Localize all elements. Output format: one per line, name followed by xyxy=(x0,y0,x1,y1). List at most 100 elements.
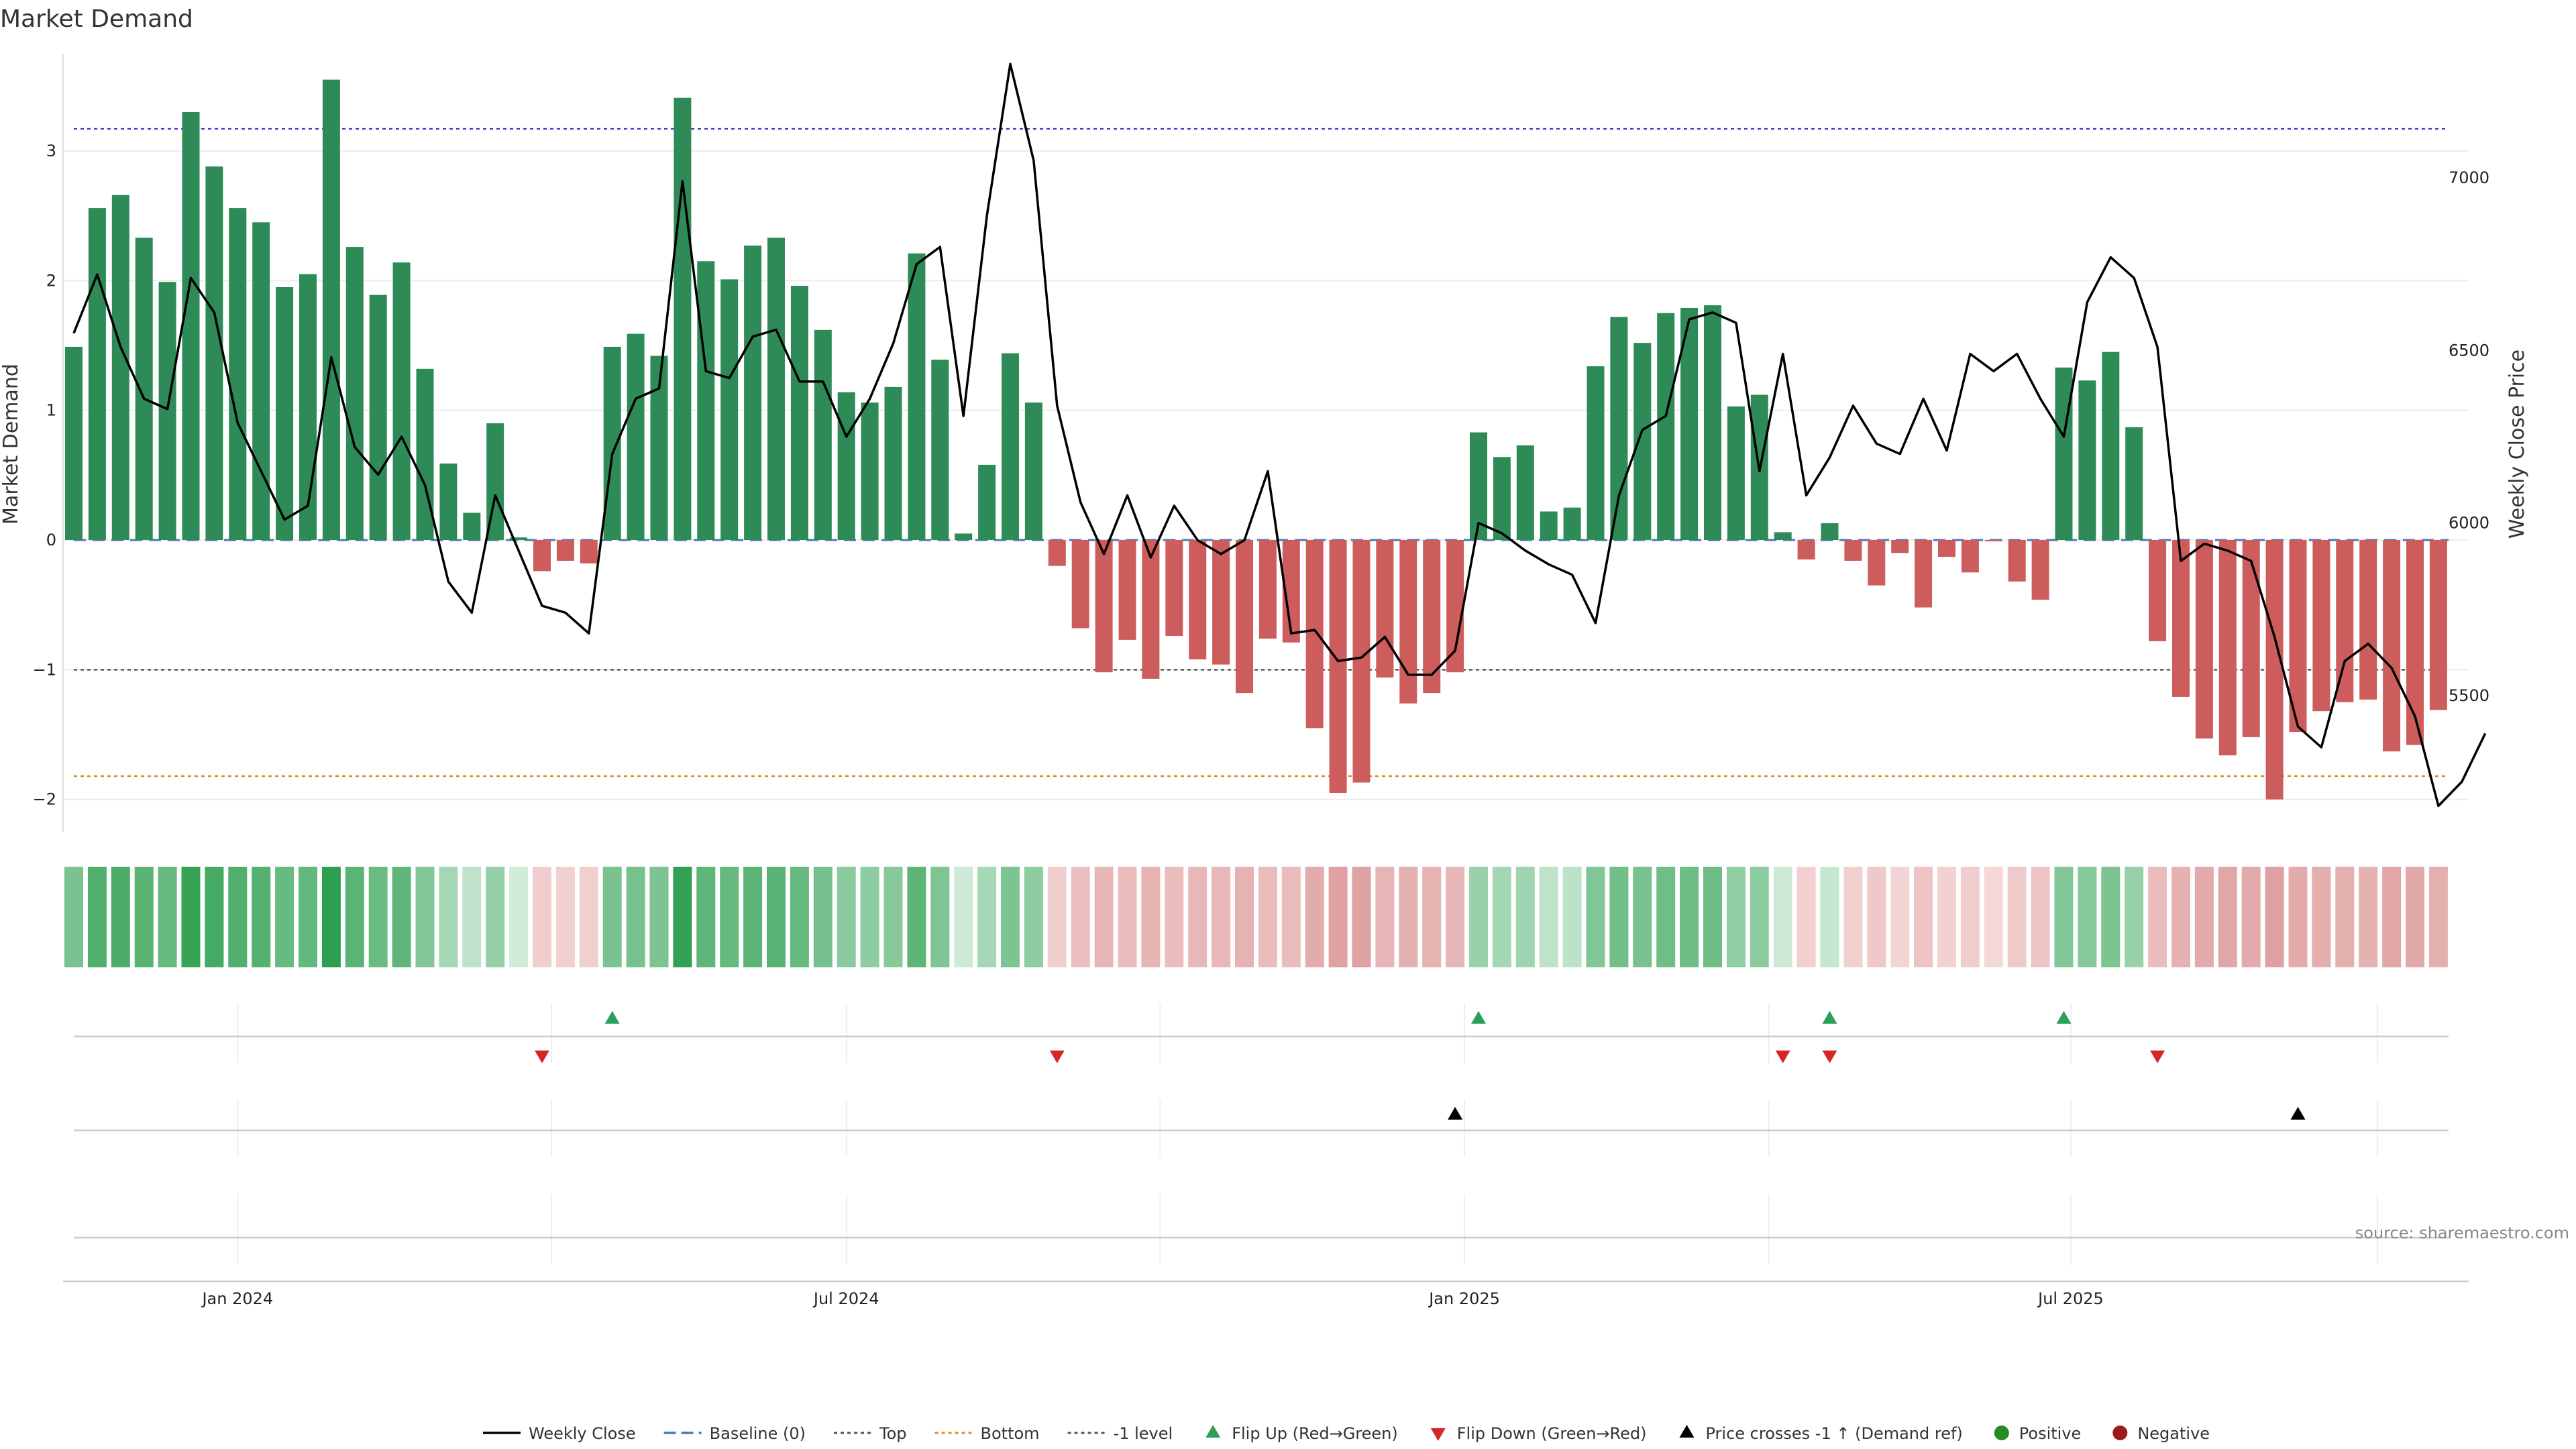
heat-cell xyxy=(1399,867,1418,967)
y-tick-label: 3 xyxy=(46,142,56,160)
demand-bar xyxy=(955,533,973,540)
demand-bar xyxy=(1540,511,1558,540)
demand-bar xyxy=(1212,540,1230,665)
demand-bar xyxy=(2008,540,2026,582)
heat-cell xyxy=(392,867,411,967)
y-tick-label: 0 xyxy=(46,531,56,549)
demand-bar xyxy=(2218,540,2237,755)
demand-bar xyxy=(1399,540,1417,704)
heat-cell xyxy=(1960,867,1980,967)
heat-cell xyxy=(111,867,130,967)
flip-down-marker xyxy=(535,1051,549,1063)
heat-cell xyxy=(1165,867,1184,967)
heat-cell xyxy=(462,867,482,967)
demand-bar xyxy=(884,386,902,540)
demand-bar xyxy=(2265,540,2284,800)
heat-cell xyxy=(1867,867,1886,967)
heat-cell xyxy=(1680,867,1699,967)
demand-bar xyxy=(978,464,996,540)
heat-cell xyxy=(1750,867,1769,967)
demand-bar xyxy=(1587,366,1605,540)
heat-cell xyxy=(1984,867,2003,967)
demand-bar xyxy=(1305,540,1324,729)
heat-cell xyxy=(1188,867,1208,967)
heat-cell xyxy=(883,867,903,967)
demand-bar xyxy=(2429,540,2447,710)
legend-label: Baseline (0) xyxy=(710,1424,806,1443)
demand-bar xyxy=(908,253,926,540)
heat-cell xyxy=(1422,867,1442,967)
heat-cell xyxy=(1703,867,1722,967)
x-axis-ticks: Jan 2024 Jul 2024 Jan 2025 Jul 2025 xyxy=(201,1289,2103,1308)
heat-cell xyxy=(1141,867,1161,967)
heat-cell xyxy=(1212,867,1231,967)
demand-bar xyxy=(299,274,317,540)
demand-bar xyxy=(533,540,551,572)
demand-bar xyxy=(2078,380,2096,540)
demand-bar xyxy=(1048,540,1066,566)
heat-cell xyxy=(2265,867,2284,967)
price-cross-marker xyxy=(1448,1107,1463,1120)
demand-bar xyxy=(1915,540,1933,608)
demand-bar xyxy=(2336,540,2354,702)
heat-cell xyxy=(1305,867,1324,967)
heat-cell xyxy=(813,867,833,967)
event-markers xyxy=(63,1003,2469,1283)
demand-bar xyxy=(88,208,106,540)
heat-cell xyxy=(696,867,716,967)
demand-bar xyxy=(345,247,364,540)
heat-cell xyxy=(509,867,529,967)
heat-cell xyxy=(1328,867,1348,967)
demand-bar xyxy=(1071,540,1089,629)
heat-cell xyxy=(2054,867,2074,967)
heat-cell xyxy=(1258,867,1277,967)
heat-cell xyxy=(2241,867,2261,967)
heat-cell xyxy=(1539,867,1558,967)
heat-cell xyxy=(1281,867,1301,967)
heat-cell xyxy=(2101,867,2121,967)
heat-cell xyxy=(299,867,317,967)
heat-cell xyxy=(1633,867,1652,967)
heat-cell xyxy=(87,867,107,967)
demand-bar xyxy=(205,166,223,540)
heat-cell xyxy=(1586,867,1605,967)
demand-bar xyxy=(1797,540,1815,559)
legend-item: Negative xyxy=(2112,1424,2210,1443)
flip-up-marker xyxy=(604,1011,620,1024)
heat-cell xyxy=(2148,867,2167,967)
heat-cell xyxy=(1375,867,1395,967)
demand-bar xyxy=(1165,540,1183,637)
heat-cell xyxy=(439,867,458,967)
heat-cell xyxy=(2031,867,2050,967)
demand-bar xyxy=(1516,445,1534,540)
demand-bar xyxy=(1774,532,1792,540)
demand-bar xyxy=(439,463,458,540)
heat-cell xyxy=(2335,867,2355,967)
heat-cell xyxy=(1820,867,1839,967)
demand-bar xyxy=(837,392,855,540)
demand-bar xyxy=(1118,540,1136,640)
x-tick-label: Jan 2025 xyxy=(1428,1289,1500,1308)
heat-cell xyxy=(1047,867,1067,967)
heat-cell xyxy=(602,867,622,967)
heat-cell xyxy=(1469,867,1488,967)
chart-title: Market Demand xyxy=(0,5,193,33)
legend-item: Price crosses -1 ↑ (Demand ref) xyxy=(1679,1424,1963,1443)
demand-bar xyxy=(1633,343,1652,540)
demand-bar xyxy=(1329,540,1347,793)
demand-bar xyxy=(1984,540,2002,541)
demand-bars xyxy=(65,79,2447,800)
heat-cell xyxy=(205,867,224,967)
demand-bar xyxy=(1704,305,1721,540)
legend: Weekly Close Baseline (0) Top Bottom -1 leve… xyxy=(483,1424,2210,1443)
y2-tick-label: 7000 xyxy=(2449,168,2489,187)
demand-bar xyxy=(1844,540,1862,561)
legend-item: Bottom xyxy=(934,1424,1040,1443)
heat-cell xyxy=(2007,867,2027,967)
heat-cell xyxy=(555,867,575,967)
demand-bar xyxy=(2195,540,2213,739)
y2-axis-ticks: 5500 6000 6500 7000 xyxy=(2449,168,2489,705)
heat-cell xyxy=(743,867,763,967)
legend-swatch xyxy=(1430,1428,1446,1441)
